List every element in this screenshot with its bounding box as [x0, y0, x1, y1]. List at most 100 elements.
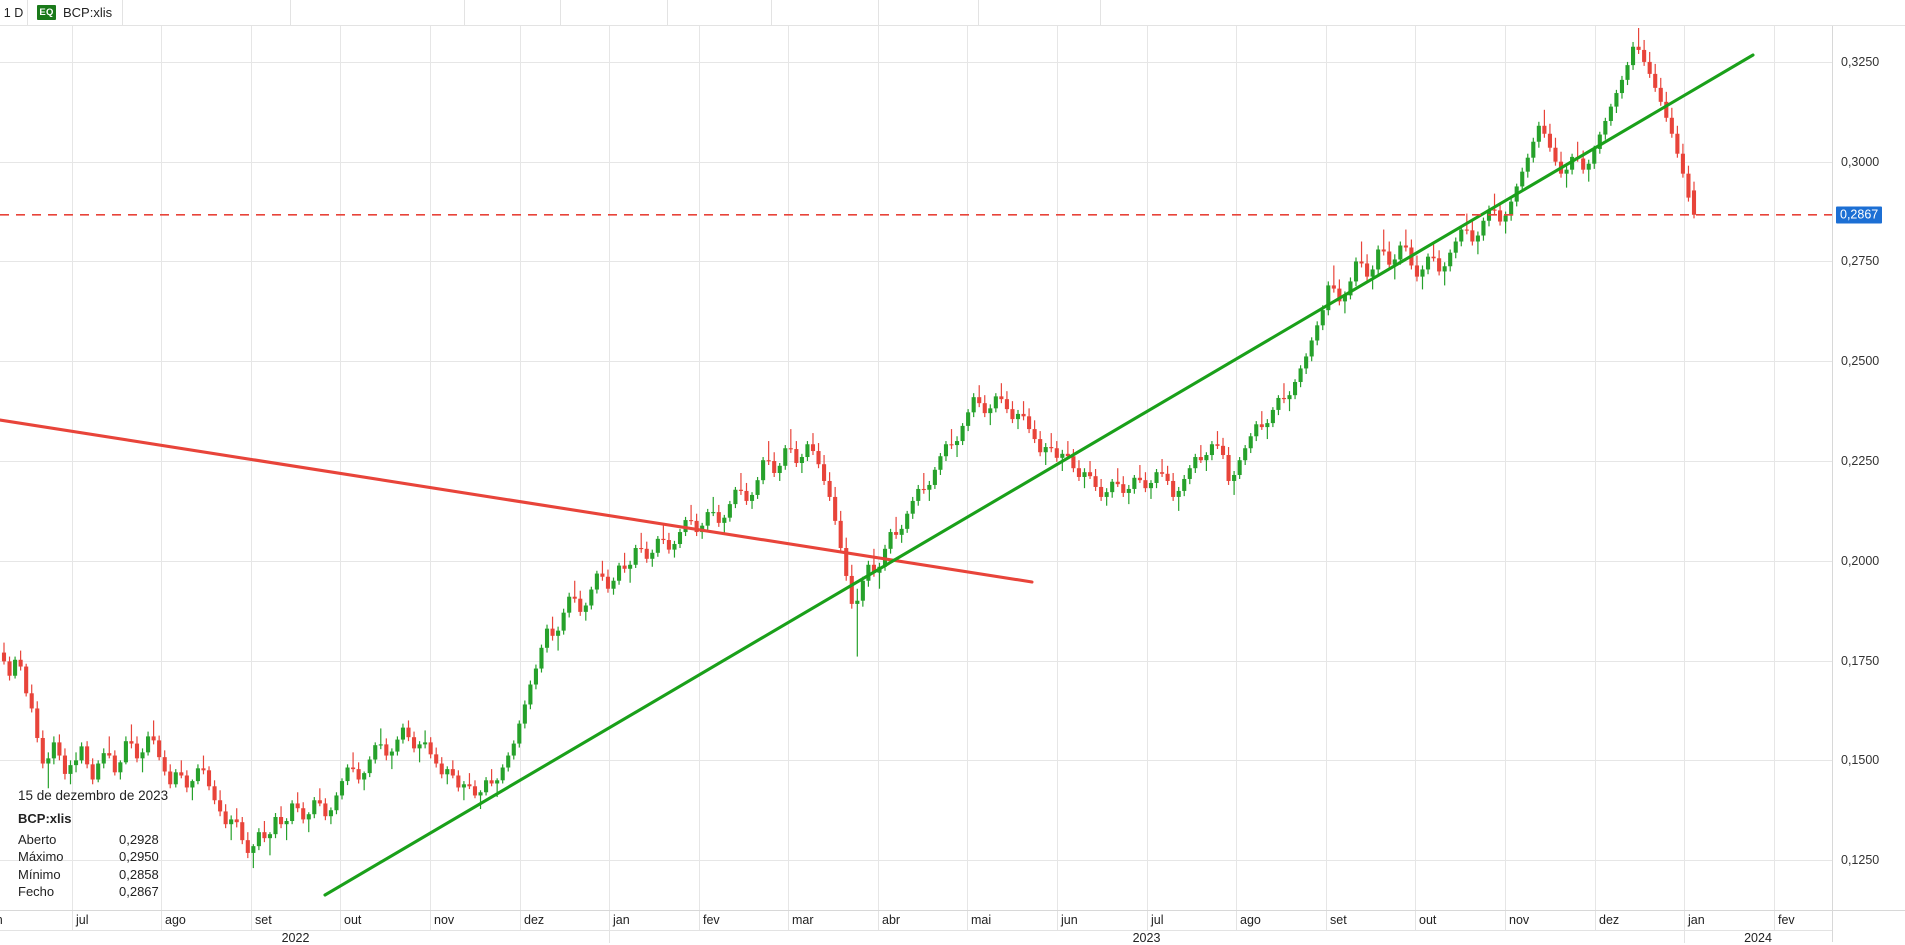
toolbar-slot-8[interactable]	[979, 0, 1102, 26]
candle-body	[1198, 457, 1203, 461]
year-tick-label: 2022	[281, 931, 310, 945]
candle-body	[1220, 445, 1226, 456]
toolbar-slot-6[interactable]	[772, 0, 880, 26]
vertical-gridline	[161, 26, 162, 910]
candle-body	[1204, 455, 1209, 461]
candle-body	[1137, 477, 1142, 481]
candle-body	[611, 580, 616, 589]
candle-body	[1315, 325, 1320, 341]
candle-body	[816, 451, 821, 465]
candle-body	[1237, 460, 1242, 475]
candle-body	[949, 444, 954, 446]
candle-body	[1459, 229, 1464, 242]
vertical-gridline	[251, 26, 252, 910]
candle-body	[705, 512, 710, 526]
candle-body	[1448, 252, 1453, 267]
month-tick-label: dez	[1599, 913, 1620, 927]
chart-plot-area[interactable]: 15 de dezembro de 2023 BCP:xlis Aberto 0,…	[0, 26, 1832, 910]
vertical-gridline	[430, 26, 431, 910]
candle-body	[982, 403, 987, 414]
candle-body	[1353, 261, 1359, 282]
month-tick-label: set	[255, 913, 272, 927]
candle-body	[240, 822, 245, 841]
candle-body	[234, 819, 239, 823]
candle-body	[1049, 447, 1054, 449]
info-symbol: BCP:xlis	[18, 810, 72, 826]
candle-body	[727, 504, 732, 518]
candle-body	[844, 548, 849, 576]
candle-body	[1193, 457, 1198, 469]
ohlc-row: Máximo 0,2950	[18, 850, 168, 863]
candle-body	[1464, 229, 1469, 231]
candle-body	[1082, 472, 1087, 477]
vertical-gridline	[609, 26, 610, 910]
candle-body	[1664, 101, 1669, 118]
time-axis[interactable]: jun jul ago set out nov dez jan fev mar abr mai jun j…	[0, 910, 1832, 945]
toolbar-slot-7[interactable]	[879, 0, 980, 26]
candle-body	[539, 647, 544, 669]
candle-body	[1342, 295, 1347, 302]
toolbar-slot-4[interactable]	[561, 0, 669, 26]
month-separator	[878, 911, 879, 931]
month-tick-label: ago	[1240, 913, 1261, 927]
candle-body	[938, 456, 943, 470]
candle-body	[1525, 157, 1530, 172]
interval-selector[interactable]: 1 D	[0, 0, 28, 26]
price-tick-label: 0,1250	[1841, 853, 1880, 868]
candle-body	[1625, 65, 1630, 80]
candle-body	[328, 810, 333, 817]
month-separator	[788, 911, 789, 931]
candle-body	[1581, 158, 1586, 170]
month-separator	[1595, 911, 1596, 931]
candle-body	[1520, 171, 1525, 187]
candle-body	[1498, 210, 1503, 222]
candle-body	[301, 808, 306, 820]
candle-body	[356, 769, 361, 780]
candle-body	[1686, 173, 1691, 198]
symbol-selector[interactable]: EQ BCP:xlis	[28, 0, 124, 26]
candle-body	[810, 444, 816, 452]
price-tick-label: 0,1500	[1841, 753, 1880, 768]
ohlc-info-box: 15 de dezembro de 2023 BCP:xlis Aberto 0,…	[18, 789, 168, 903]
candle-body	[1132, 477, 1137, 489]
candle-body	[423, 742, 428, 745]
candle-body	[1076, 468, 1082, 477]
vertical-gridline	[1236, 26, 1237, 910]
month-separator	[1774, 911, 1775, 931]
toolbar-slot-3[interactable]	[465, 0, 562, 26]
candle-body	[96, 763, 101, 780]
candle-body	[689, 520, 694, 522]
candle-body	[1265, 423, 1270, 428]
month-tick-label: jan	[613, 913, 630, 927]
candle-body	[954, 441, 960, 446]
month-tick-label: abr	[882, 913, 901, 927]
candle-body	[472, 786, 478, 796]
ohlc-value: 0,2928	[119, 831, 159, 847]
ohlc-value: 0,2950	[119, 849, 159, 864]
candle-body	[35, 708, 40, 738]
year-tick-label: 2024	[1744, 931, 1772, 945]
month-separator	[1505, 911, 1506, 931]
candle-body	[223, 811, 228, 825]
candle-body	[267, 834, 273, 839]
candle-body	[1658, 87, 1663, 102]
candle-body	[921, 488, 926, 491]
candle-body	[500, 767, 505, 781]
vertical-gridline	[1774, 26, 1775, 910]
vertical-gridline	[72, 26, 73, 910]
candle-body	[484, 780, 489, 793]
toolbar-slot-2[interactable]	[291, 0, 466, 26]
candle-body	[195, 768, 200, 782]
price-tick-label: 0,2000	[1841, 553, 1880, 568]
candle-body	[62, 755, 68, 774]
toolbar-slot-1[interactable]	[123, 0, 292, 26]
candle-body	[1531, 141, 1536, 158]
horizontal-gridline	[0, 161, 1832, 163]
last-price-tag: 0,2867	[1836, 206, 1883, 224]
month-tick-label: jun	[0, 913, 3, 927]
candle-body	[589, 589, 594, 606]
candle-body	[345, 767, 350, 782]
price-axis[interactable]: 0,3250 0,3000 0,2750 0,2500 0,2250 0,2000 0,17…	[1832, 0, 1905, 910]
toolbar-slot-5[interactable]	[668, 0, 773, 26]
candle-body	[1647, 61, 1652, 74]
